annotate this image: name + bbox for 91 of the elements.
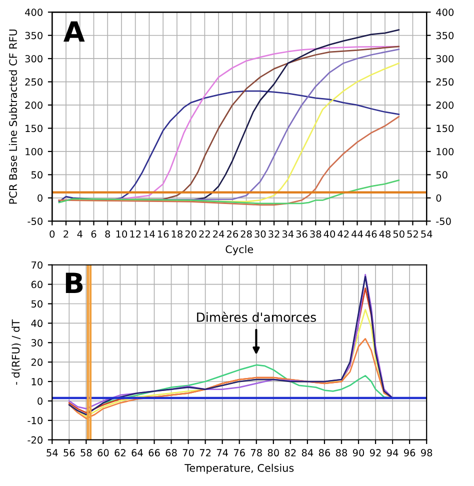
x-tick-label: 54 [46,449,58,456]
x-tick-label: 18 [172,230,182,238]
y-tick-label: 300 [25,55,42,62]
x-tick-label: 12 [130,230,141,238]
x-tick-label: 90 [352,449,364,456]
x-tick-label: 58 [80,449,92,456]
y2-tick-label: 50 [436,171,448,179]
x-tick-label: 94 [386,449,398,456]
y2-tick-label: 150 [436,124,454,132]
y-tick-label: 10 [32,378,42,386]
x-tick-label: 22 [199,230,210,238]
x-tick-label: 10 [116,230,128,238]
x-tick-label: 66 [148,449,160,456]
y-tick-label: 150 [26,124,42,132]
x-tick-label: 92 [370,449,381,456]
x-tick-label: 80 [268,449,279,456]
y-tick-label: 60 [31,280,42,288]
y-tick-label: 0 [38,194,42,202]
x-tick-label: 64 [132,449,143,456]
x-tick-label: 0 [50,230,55,238]
line-series [58,116,400,206]
y-tick-label: 400 [25,8,42,16]
x-tick-label: 28 [240,230,252,238]
x-tick-label: 68 [166,449,177,456]
y-tick-label: 50 [31,300,42,308]
y-tick-label: 100 [26,148,42,156]
x-tick-label: 60 [98,449,109,456]
y-tick-label: 20 [31,358,42,366]
y-axis-title: PCR Base Line Subtracted CF RFU [8,30,17,204]
x-tick-label: 96 [404,449,416,456]
y2-tick-label: 250 [436,78,454,86]
x-tick-label: 78 [251,449,262,456]
y-tick-label: 30 [31,339,42,346]
y2-tick-label: 100 [436,148,454,156]
x-tick-label: 82 [284,449,296,456]
x-tick-label: 30 [254,230,266,238]
x-tick-label: 52 [407,230,418,238]
y-tick-label: 70 [32,261,42,269]
y2-tick-label: 350 [436,32,454,40]
x-tick-label: 14 [144,230,155,238]
x-tick-label: 20 [185,230,196,238]
x-tick-label: 46 [365,230,377,238]
x-tick-label: 4 [77,230,82,238]
x-tick-label: 24 [213,230,224,238]
x-tick-label: 38 [310,230,322,238]
x-tick-label: 86 [318,449,330,456]
x-tick-label: 42 [338,230,349,238]
x-tick-label: 72 [200,449,211,456]
y-tick-label: 350 [25,32,42,40]
y-tick-label: 250 [25,78,42,86]
x-tick-label: 8 [105,230,110,238]
x-tick-label: 56 [64,449,75,456]
y-tick-label: -10 [28,416,42,424]
x-tick-label: 2 [64,230,68,238]
x-tick-label: 50 [393,230,404,238]
x-tick-label: 6 [91,230,96,238]
y2-tick-label: -50 [436,218,451,225]
y-tick-label: 40 [31,320,42,328]
x-tick-label: 40 [324,230,336,238]
y2-tick-label: 400 [436,8,454,16]
x-axis-title: Cycle [226,245,254,256]
y-tick-label: -20 [28,436,42,444]
x-axis-title: Temperature, Celsius [184,464,294,474]
y2-tick-label: 300 [436,55,454,62]
x-tick-label: 74 [216,449,228,456]
y-tick-label: 0 [38,397,42,405]
x-tick-label: 70 [182,449,194,456]
x-tick-label: 76 [234,449,245,456]
x-tick-label: 88 [336,449,348,456]
x-tick-label: 54 [421,230,432,238]
x-tick-label: 16 [158,230,169,238]
y-tick-label: -50 [28,218,42,225]
annotation: Dimères d'amorces [197,312,316,322]
x-tick-label: 26 [226,230,238,238]
x-tick-label: 44 [352,230,363,238]
line-series [58,180,400,204]
x-tick-label: 34 [282,230,294,238]
y-axis-title: - d(RFU) / dT [12,319,21,385]
x-tick-label: 98 [421,449,432,456]
x-tick-label: 48 [379,230,391,238]
y-tick-label: 50 [31,171,42,179]
x-tick-label: 62 [114,449,126,456]
x-tick-label: 36 [296,230,308,238]
y2-tick-label: 200 [436,102,454,109]
line-series [58,90,400,202]
x-tick-label: 84 [302,449,314,456]
x-tick-label: 32 [268,230,280,238]
annotation: A [64,21,85,42]
y2-tick-label: 0 [436,194,442,202]
y-tick-label: 200 [25,102,42,109]
annotation: B [66,272,83,293]
